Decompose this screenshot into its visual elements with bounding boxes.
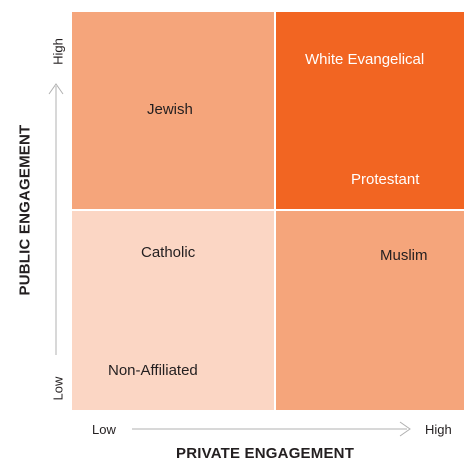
quadrant-high-private-high-public xyxy=(276,12,464,209)
label-white-evangelical: White Evangelical xyxy=(305,51,425,68)
x-axis-arrow xyxy=(132,421,411,437)
y-axis-title: PUBLIC ENGAGEMENT xyxy=(16,124,34,296)
x-axis-low-label: Low xyxy=(92,422,116,437)
quadrant-high-private-low-public xyxy=(276,211,464,410)
label-non-affiliated: Non-Affiliated xyxy=(108,362,198,379)
quadrant-low-private-high-public xyxy=(72,12,274,209)
label-jewish: Jewish xyxy=(147,101,193,118)
x-axis-high-label: High xyxy=(425,422,452,437)
y-axis-high-label: High xyxy=(50,38,66,65)
y-axis-low-label: Low xyxy=(50,376,66,401)
quadrant-low-private-low-public xyxy=(72,211,274,410)
y-axis-arrow xyxy=(48,83,64,355)
label-protestant: Protestant xyxy=(351,171,420,188)
label-muslim: Muslim xyxy=(380,247,428,264)
label-catholic: Catholic xyxy=(141,244,196,261)
x-axis-title: PRIVATE ENGAGEMENT xyxy=(176,445,355,462)
